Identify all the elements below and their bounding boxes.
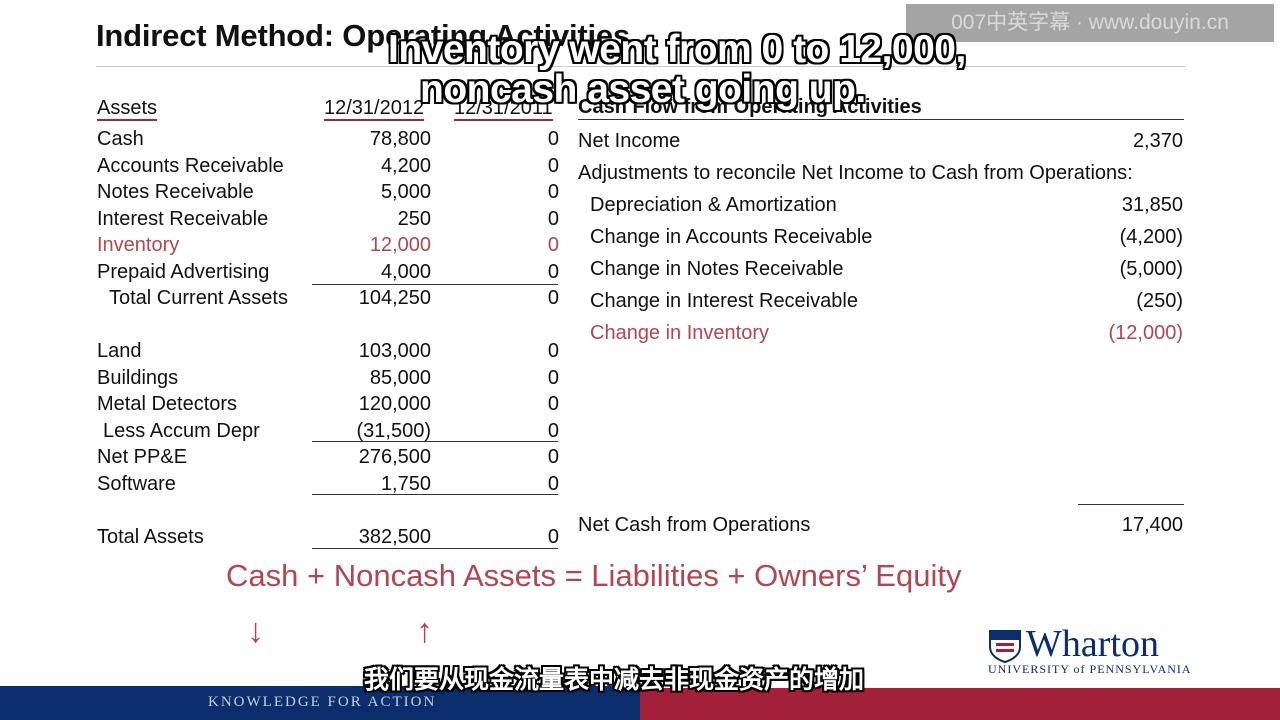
adjustment-label: Change in Notes Receivable — [590, 258, 844, 280]
net-cash-label: Net Cash from Operations — [578, 514, 811, 536]
asset-value-2012: 4,000 — [380, 261, 431, 283]
total-assets-label: Total Assets — [97, 526, 204, 548]
wharton-logo: Wharton UNIVERSITY of PENNSYLVANIA — [988, 625, 1192, 677]
col-2011-label: 12/31/2011 — [454, 97, 553, 121]
accounting-equation: Cash + Noncash Assets = Liabilities + Ow… — [226, 558, 962, 593]
cash-flow-title: Cash Flow from Operating Activities — [578, 96, 922, 118]
adjustment-value: (5,000) — [1119, 258, 1183, 280]
subtotal-line — [312, 284, 558, 285]
logo-subtitle: UNIVERSITY of PENNSYLVANIA — [988, 662, 1192, 676]
asset-value-2011: 0 — [547, 446, 559, 468]
asset-label: Software — [97, 473, 176, 495]
asset-value-2012: 5,000 — [380, 181, 431, 203]
asset-value-2011: 0 — [547, 367, 559, 389]
logo-text: Wharton — [1026, 625, 1192, 663]
adjustment-label: Change in Accounts Receivable — [590, 226, 873, 248]
asset-value-2011: 0 — [547, 261, 559, 283]
asset-value-2011: 0 — [547, 234, 559, 256]
total-current-label: Total Current Assets — [109, 287, 288, 309]
logo-word: Wharton — [1026, 623, 1159, 665]
asset-label: Metal Detectors — [97, 393, 238, 415]
asset-value-2011: 0 — [547, 155, 559, 177]
adjustment-value: 31,850 — [1121, 194, 1183, 216]
total-assets-line — [312, 548, 558, 549]
title-divider — [96, 66, 1186, 67]
col-2012-header: 12/31/2012 — [324, 97, 425, 121]
asset-value-2011: 0 — [547, 340, 559, 362]
asset-value-2012: 103,000 — [358, 340, 431, 362]
adjustment-value: (4,200) — [1119, 226, 1183, 248]
asset-label: Net PP&E — [97, 446, 188, 468]
asset-value-2011: 0 — [547, 208, 559, 230]
subtitle-line-1: Inventory went from 0 to 12,000, — [388, 28, 966, 71]
asset-value-2012: 120,000 — [358, 393, 431, 415]
asset-value-2012: 276,500 — [358, 446, 431, 468]
asset-label: Accounts Receivable — [97, 155, 284, 177]
asset-value-2011: 0 — [547, 393, 559, 415]
asset-value-2012: 1,750 — [380, 473, 431, 495]
assets-header: Assets — [97, 97, 158, 121]
asset-label: Interest Receivable — [97, 208, 269, 230]
shield-icon — [989, 630, 1021, 663]
asset-value-2011: 0 — [547, 128, 559, 150]
adjustment-label: Depreciation & Amortization — [590, 194, 837, 216]
subtitle-line-2: noncash asset going up. — [420, 68, 866, 111]
asset-value-2011: 0 — [547, 473, 559, 495]
total-assets-2011: 0 — [547, 526, 559, 548]
total-current-2011: 0 — [547, 287, 559, 309]
asset-label: Buildings — [97, 367, 179, 389]
asset-value-2012: (31,500) — [356, 420, 432, 442]
asset-value-2011: 0 — [547, 420, 559, 442]
arrow-up-icon: ↑ — [416, 612, 433, 650]
asset-label: Prepaid Advertising — [97, 261, 270, 283]
adjustment-label: Change in Interest Receivable — [590, 290, 858, 312]
net-cash-value: 17,400 — [1121, 514, 1183, 536]
asset-value-2012: 78,800 — [369, 128, 431, 150]
footer-bar-navy — [0, 686, 640, 720]
col-2012-label: 12/31/2012 — [324, 97, 425, 121]
asset-value-2012: 12,000 — [369, 234, 431, 256]
adjustments-label: Adjustments to reconcile Net Income to C… — [578, 162, 1133, 184]
net-income-value: 2,370 — [1132, 130, 1183, 152]
arrow-down-icon: ↓ — [247, 612, 264, 650]
net-income-label: Net Income — [578, 130, 681, 152]
footer-bar-red — [640, 688, 1280, 720]
software-line — [312, 494, 558, 495]
footer-tagline: KNOWLEDGE FOR ACTION — [208, 694, 437, 710]
col-2011-header: 12/31/2011 — [454, 97, 553, 121]
slide-title: Indirect Method: Operating Activities — [96, 18, 631, 53]
subtitle-chinese: 我们要从现金流量表中减去非现金资产的增加 — [364, 666, 865, 694]
asset-value-2011: 0 — [547, 181, 559, 203]
asset-value-2012: 250 — [397, 208, 431, 230]
net-cash-line — [1078, 504, 1184, 505]
asset-label: Notes Receivable — [97, 181, 254, 203]
asset-label: Inventory — [97, 234, 180, 256]
asset-label: Land — [97, 340, 142, 362]
assets-header-label: Assets — [97, 97, 158, 121]
cash-flow-rule — [578, 119, 1184, 120]
asset-label: Less Accum Depr — [103, 420, 260, 442]
adjustment-value: (12,000) — [1108, 322, 1184, 344]
asset-value-2012: 85,000 — [369, 367, 431, 389]
adjustment-value: (250) — [1136, 290, 1183, 312]
asset-value-2012: 4,200 — [380, 155, 431, 177]
total-current-2012: 104,250 — [358, 287, 431, 309]
watermark: 007中英字幕 · www.douyin.cn — [906, 4, 1274, 42]
ppe-line — [312, 441, 558, 442]
adjustment-label: Change in Inventory — [590, 322, 770, 344]
total-assets-2012: 382,500 — [358, 526, 431, 548]
asset-label: Cash — [97, 128, 144, 150]
